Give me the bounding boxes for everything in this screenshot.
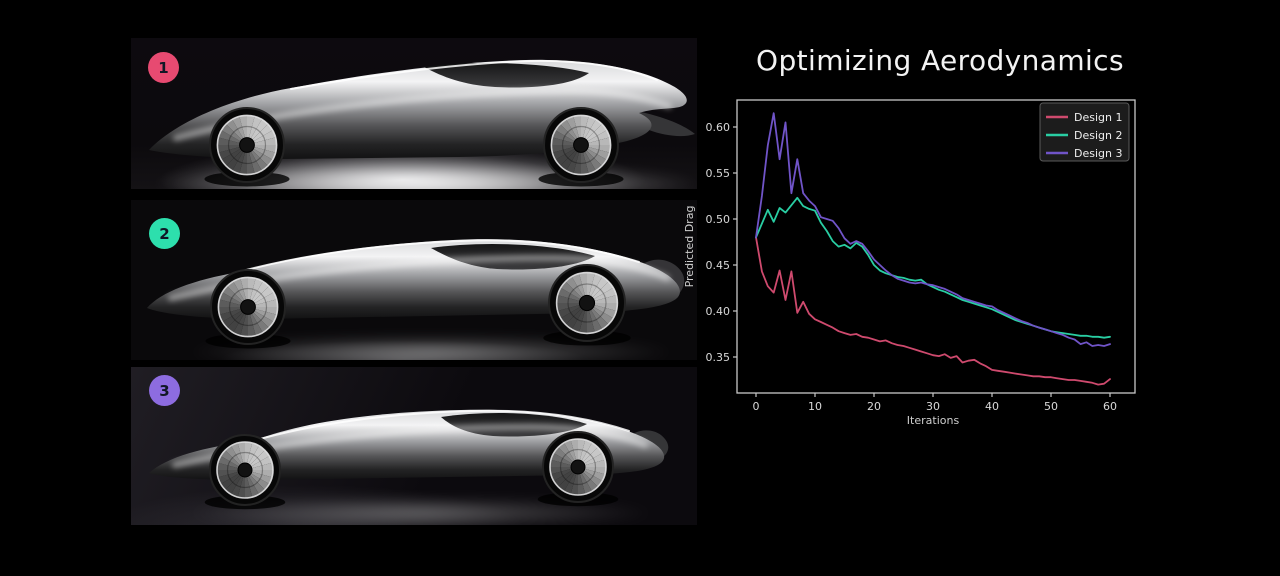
car-design-3-image xyxy=(149,409,669,525)
car-design-1-image xyxy=(149,59,697,189)
design-1-badge: 1 xyxy=(148,52,179,83)
y-axis-label: Predicted Drag xyxy=(683,206,696,288)
x-tick-label: 50 xyxy=(1044,400,1058,413)
design-panel-3: 3 xyxy=(131,367,697,525)
x-tick-label: 30 xyxy=(926,400,940,413)
chart-line-design-3 xyxy=(755,112,1111,347)
design-3-badge: 3 xyxy=(149,375,180,406)
x-tick-label: 10 xyxy=(808,400,822,413)
y-tick-label: 0.40 xyxy=(706,305,731,318)
legend-label: Design 2 xyxy=(1074,129,1122,142)
x-tick-label: 40 xyxy=(985,400,999,413)
car-design-2-image xyxy=(147,239,685,360)
y-tick-label: 0.50 xyxy=(706,213,731,226)
y-tick-label: 0.45 xyxy=(706,259,731,272)
design-panel-1: 1 xyxy=(131,38,697,189)
design-2-badge: 2 xyxy=(149,218,180,249)
drag-optimization-chart: 0.35 0.40 0.45 0.50 0.55 0.60 0 10 20 30 40 50 60 Ite… xyxy=(680,88,1180,458)
x-tick-label: 20 xyxy=(867,400,881,413)
x-tick-label: 0 xyxy=(753,400,760,413)
design-panel-2: 2 xyxy=(131,200,697,360)
y-tick-label: 0.35 xyxy=(706,351,731,364)
legend-label: Design 3 xyxy=(1074,147,1122,160)
y-tick-label: 0.55 xyxy=(706,167,731,180)
chart-line-design-2 xyxy=(755,196,1111,339)
x-tick-label: 60 xyxy=(1103,400,1117,413)
chart-canvas: 0.35 0.40 0.45 0.50 0.55 0.60 0 10 20 30 40 50 60 Ite… xyxy=(683,99,1136,427)
y-tick-label: 0.60 xyxy=(706,121,731,134)
x-axis-label: Iterations xyxy=(907,414,960,427)
chart-legend: Design 1 Design 2 Design 3 xyxy=(1039,102,1130,162)
plot-border xyxy=(736,99,1136,394)
chart-line-design-1 xyxy=(755,236,1111,386)
page-title: Optimizing Aerodynamics xyxy=(756,44,1124,77)
legend-label: Design 1 xyxy=(1074,111,1122,124)
